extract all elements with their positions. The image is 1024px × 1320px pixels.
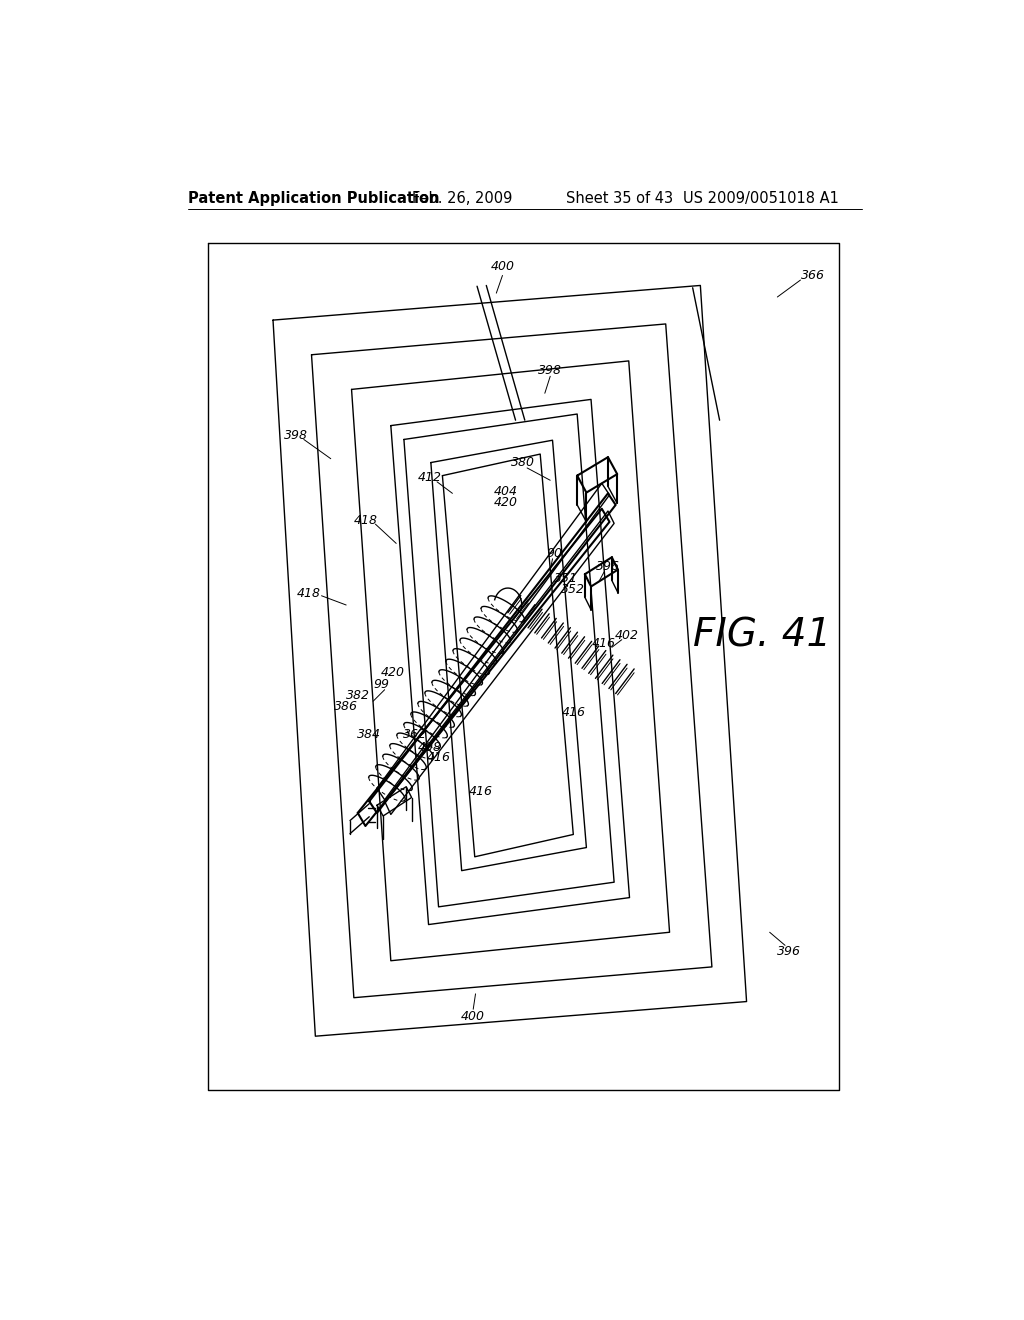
Text: 396: 396 xyxy=(777,945,801,958)
Text: FIG. 41: FIG. 41 xyxy=(693,616,831,655)
Text: 366: 366 xyxy=(801,269,824,282)
Text: 352: 352 xyxy=(561,583,586,597)
Text: 408: 408 xyxy=(418,741,441,754)
Text: 402: 402 xyxy=(615,630,639,643)
Text: 416: 416 xyxy=(561,706,586,719)
Text: 398: 398 xyxy=(284,429,308,442)
Text: 99: 99 xyxy=(374,677,389,690)
Text: 420: 420 xyxy=(494,496,517,510)
Text: 420: 420 xyxy=(380,667,404,680)
Text: 382: 382 xyxy=(346,689,370,702)
Text: 400: 400 xyxy=(461,1010,485,1023)
Text: 398: 398 xyxy=(539,363,562,376)
Text: 380: 380 xyxy=(511,455,536,469)
Text: 400: 400 xyxy=(490,260,514,273)
Text: 404: 404 xyxy=(494,486,517,499)
Text: 90: 90 xyxy=(546,546,562,560)
Text: Patent Application Publication: Patent Application Publication xyxy=(188,191,440,206)
Text: Feb. 26, 2009: Feb. 26, 2009 xyxy=(412,191,512,206)
Text: 362: 362 xyxy=(403,727,427,741)
Text: 416: 416 xyxy=(469,785,493,797)
Text: 418: 418 xyxy=(297,587,322,601)
Text: 416: 416 xyxy=(592,638,616,649)
Text: 418: 418 xyxy=(353,513,378,527)
Text: 416: 416 xyxy=(427,751,451,764)
Text: 384: 384 xyxy=(357,727,381,741)
Text: Sheet 35 of 43: Sheet 35 of 43 xyxy=(565,191,673,206)
Text: 351: 351 xyxy=(554,572,578,585)
Text: 412: 412 xyxy=(418,471,441,484)
Text: 386: 386 xyxy=(334,700,358,713)
Text: US 2009/0051018 A1: US 2009/0051018 A1 xyxy=(683,191,840,206)
Text: 396: 396 xyxy=(596,560,620,573)
